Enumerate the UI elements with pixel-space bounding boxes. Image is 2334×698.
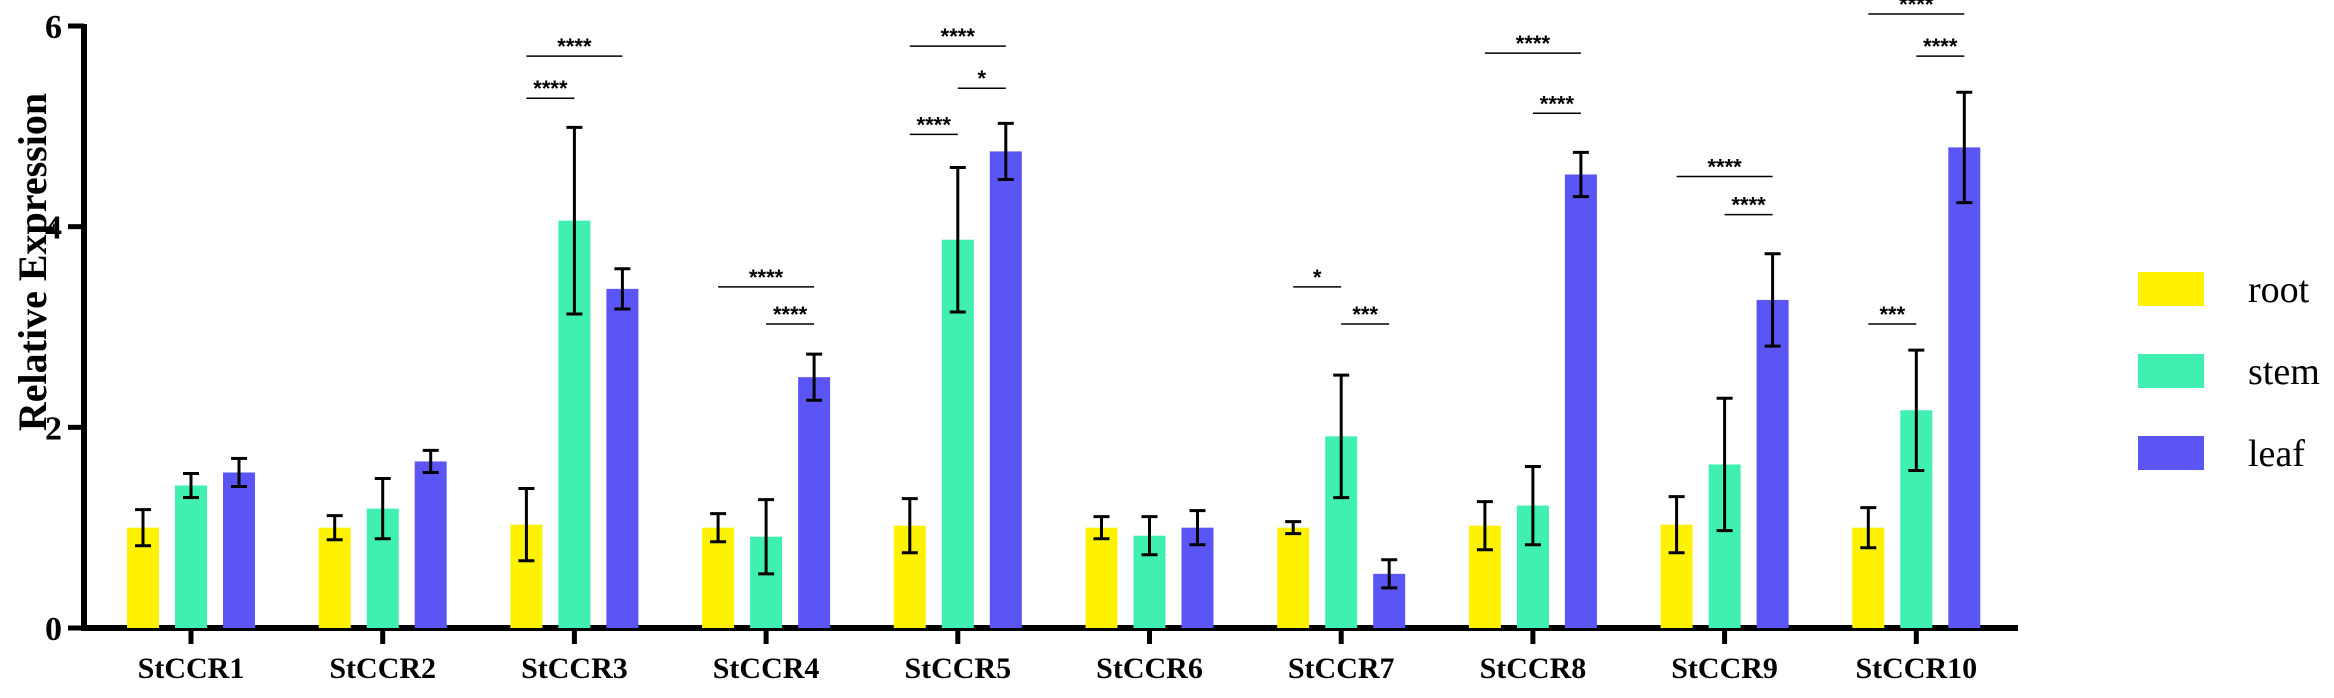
bar-leaf-StCCR1 <box>223 472 255 628</box>
x-tick-label: StCCR7 <box>1288 652 1395 685</box>
x-tick-label: StCCR5 <box>904 652 1011 685</box>
bar-leaf-StCCR5 <box>989 151 1022 628</box>
bar-stem-StCCR1 <box>175 485 207 628</box>
bar-leaf-StCCR2 <box>414 461 447 628</box>
bar-root-StCCR2 <box>318 527 351 628</box>
legend: root stem leaf <box>2138 269 2320 475</box>
significance-label: **** <box>941 24 976 49</box>
significance-label: **** <box>533 76 568 101</box>
legend-label-stem: stem <box>2248 351 2320 393</box>
bar-leaf-StCCR9 <box>1756 299 1789 628</box>
significance-label: **** <box>557 34 592 59</box>
x-tick-label: StCCR6 <box>1096 652 1203 685</box>
significance-label: **** <box>1899 0 1934 17</box>
bar-leaf-StCCR10 <box>1948 147 1981 629</box>
significance-label: **** <box>917 112 952 137</box>
significance-label: * <box>978 66 987 91</box>
bar-root-StCCR6 <box>1085 527 1118 628</box>
x-tick-label: StCCR4 <box>713 652 820 685</box>
significance-label: **** <box>749 265 784 290</box>
plot-area: 0 2 4 6 StCCR1 StCCR2 StCCR3 StCCR4 StCCR5 StCCR6… <box>45 0 2018 685</box>
y-tick-label: 6 <box>45 9 62 46</box>
significance-label: **** <box>1516 31 1551 56</box>
y-tick-label: 4 <box>45 210 62 247</box>
significance-label: *** <box>1352 302 1378 327</box>
significance-label: **** <box>1707 155 1742 180</box>
significance-label: * <box>1313 265 1322 290</box>
y-axis-title: Relative Expression <box>10 93 55 431</box>
legend-swatch-root <box>2138 272 2204 306</box>
significance-label: **** <box>1923 34 1958 59</box>
legend-swatch-stem <box>2138 354 2204 388</box>
bar-leaf-StCCR3 <box>606 288 639 628</box>
bar-root-StCCR4 <box>702 527 735 628</box>
legend-label-leaf: leaf <box>2248 433 2305 475</box>
significance-label: *** <box>1879 302 1905 327</box>
y-tick-label: 2 <box>45 410 62 447</box>
x-tick-label: StCCR3 <box>521 652 628 685</box>
bar-leaf-StCCR8 <box>1564 174 1597 628</box>
x-tick-label: StCCR1 <box>138 652 245 685</box>
x-tick-label: StCCR10 <box>1855 652 1977 685</box>
y-tick-label: 0 <box>45 611 62 648</box>
bar-root-StCCR7 <box>1277 527 1310 628</box>
x-tick-label: StCCR9 <box>1671 652 1778 685</box>
x-tick-label: StCCR2 <box>329 652 436 685</box>
legend-swatch-leaf <box>2138 436 2204 470</box>
x-tick-label: StCCR8 <box>1480 652 1587 685</box>
bar-leaf-StCCR4 <box>798 377 831 628</box>
legend-label-root: root <box>2248 269 2310 311</box>
significance-label: **** <box>773 302 808 327</box>
significance-label: **** <box>1540 91 1575 116</box>
significance-label: **** <box>1731 193 1766 218</box>
